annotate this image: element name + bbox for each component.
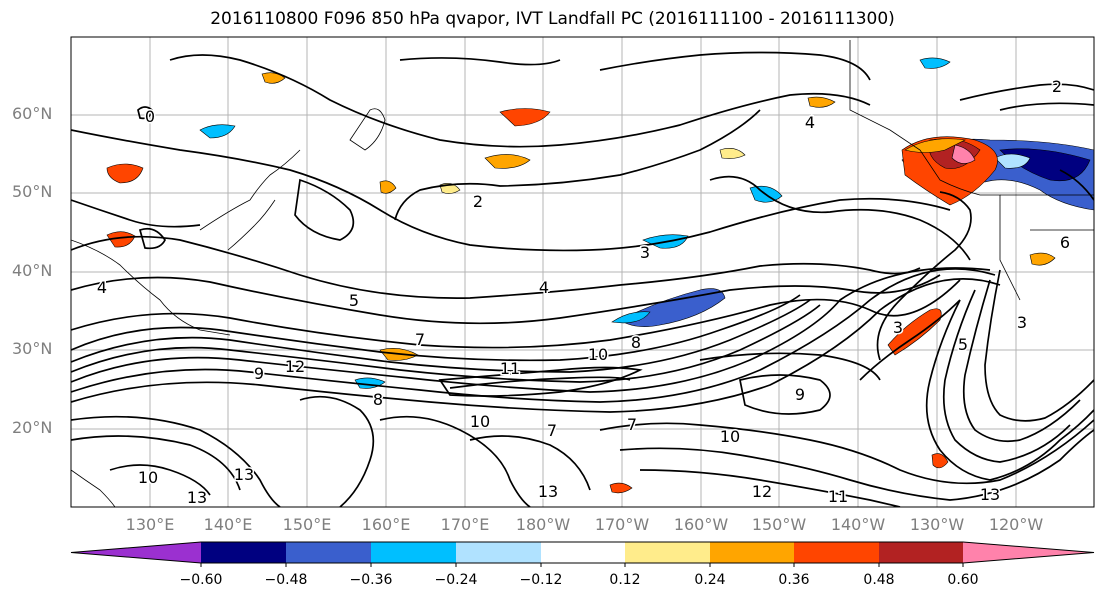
contour-label: 10 [588,345,608,364]
contour-labels: 0 2 4 4 3 3 5 7 8 10 11 9 9 12 12 13 13 … [95,76,1071,508]
contour-label: 11 [500,359,520,378]
contour-label: 3 [640,243,650,262]
colorbar-extend-high [963,542,1094,563]
colorbar-bin [456,542,541,563]
colorbar-tick-label: −0.12 [519,572,563,588]
shade-positive-patch [609,482,633,494]
lon-label: 150°E [282,515,332,534]
shade-negative-patch [919,57,951,69]
shade-positive-patch [106,163,144,184]
shade-positive-patch [807,96,836,108]
lon-label: 160°E [361,515,411,534]
contour-label: 13 [187,488,207,507]
colorbar-bin [286,542,371,563]
shading-patches [106,57,1094,494]
lon-label: 150°W [751,515,807,534]
lon-label: 180°W [515,515,571,534]
graticule [71,37,1094,507]
lon-label: 170°E [440,515,490,534]
contour-label: 10 [720,427,740,446]
shade-negative-patch [619,288,726,327]
colorbar-bin [794,542,879,563]
contour-lines [71,51,1094,507]
colorbar-tick-label: 0.36 [778,572,810,588]
shade-negative-patch [994,153,1031,169]
shade-positive-patch [499,108,551,127]
colorbar-tick-label: −0.24 [434,572,478,588]
colorbar-tick-label: −0.48 [264,572,308,588]
colorbar-tick-label: −0.60 [179,572,223,588]
coastlines [71,40,1094,507]
colorbar-bin [879,542,963,563]
contour-label: 2 [1052,77,1062,96]
contour-label: 13 [234,465,254,484]
shade-positive-patch [931,453,949,469]
colorbar-bin [541,542,625,563]
colorbar [70,541,1095,567]
contour-label: 5 [958,335,968,354]
contour-label: 6 [1060,233,1070,252]
contour-label: 9 [795,385,805,404]
contour-label: 8 [631,333,641,352]
colorbar-tick-label: −0.36 [349,572,393,588]
shade-positive-patch [951,144,976,164]
colorbar-tick-label: 0.12 [609,572,641,588]
shade-positive-patch [261,72,286,84]
shade-positive-patch [484,154,531,169]
contour-label: 4 [539,278,549,297]
contour-label: 0 [145,107,155,126]
shade-positive-patch [379,180,397,194]
contour-label: 10 [470,412,490,431]
map-title: 2016110800 F096 850 hPa qvapor, IVT Land… [210,9,895,29]
contour-label: 10 [138,468,158,487]
shade-positive-patch [1029,252,1056,266]
shade-positive-patch [719,148,746,159]
contour-label: 2 [473,192,483,211]
lon-label: 140°W [830,515,886,534]
lat-label: 60°N [12,104,53,123]
colorbar-bin [625,542,710,563]
contour-label: 11 [828,487,848,506]
contour-label: 7 [415,330,425,349]
lon-label: 120°W [988,515,1044,534]
shade-positive-patch [904,138,966,153]
contour-label: 13 [538,482,558,501]
lon-label: 160°W [673,515,729,534]
colorbar-bin [371,542,456,563]
map-panel: 0 2 4 4 3 3 5 7 8 10 11 9 9 12 12 13 13 … [71,37,1094,507]
contour-label: 9 [254,364,264,383]
lat-label: 30°N [12,339,53,358]
colorbar-extend-low [71,542,201,563]
contour-label: 7 [627,415,637,434]
contour-label: 4 [805,113,815,132]
lon-label: 140°E [203,515,253,534]
colorbar-tick-label: 0.60 [947,572,979,588]
contour-label: 5 [349,291,359,310]
contour-label: 7 [547,421,557,440]
lon-label: 170°W [594,515,650,534]
contour-label: 4 [97,278,107,297]
contour-label: 12 [752,482,772,501]
map-frame [70,36,1095,508]
lon-label: 130°W [909,515,965,534]
lat-label: 40°N [12,261,53,280]
colorbar-bin [710,542,794,563]
lat-label: 20°N [12,418,53,437]
lat-label: 50°N [12,182,53,201]
contour-label: 8 [373,390,383,409]
shade-negative-patch [611,311,651,324]
lon-label: 130°E [125,515,175,534]
colorbar-bin [201,542,286,563]
colorbar-tick-label: 0.24 [694,572,726,588]
contour-label: 3 [893,318,903,337]
contour-label: 13 [980,485,1000,504]
contour-label: 12 [285,357,305,376]
contour-label: 3 [1017,313,1027,332]
colorbar-tick-label: 0.48 [863,572,895,588]
shade-positive-patch [887,308,942,356]
shade-negative-patch [199,124,236,139]
